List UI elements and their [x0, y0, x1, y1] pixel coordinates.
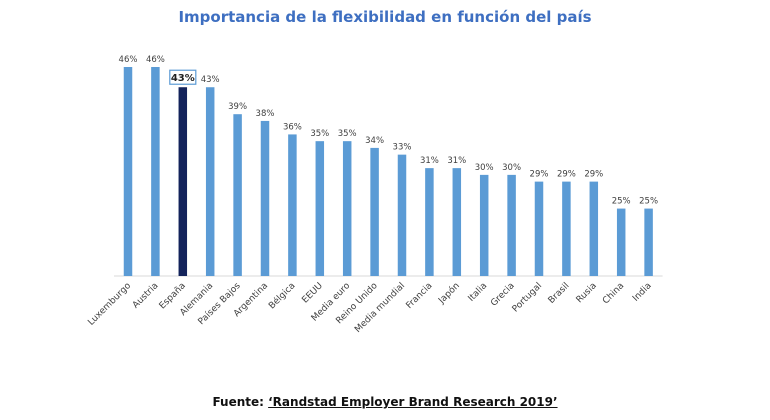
source-prefix: Fuente:: [212, 395, 269, 409]
category-label: EEUU: [300, 281, 324, 305]
source-name: ‘Randstad Employer Brand Research 2019’: [268, 395, 558, 409]
bar-austria: [151, 67, 160, 276]
category-label: India: [631, 281, 654, 304]
category-label: Francia: [405, 281, 435, 311]
category-label: Portugal: [511, 281, 544, 314]
bar-eeuu: [315, 141, 325, 276]
data-label: 36%: [283, 122, 302, 132]
data-label: 31%: [420, 156, 439, 166]
bar-países-bajos: [233, 114, 242, 277]
data-label: 29%: [530, 170, 549, 180]
bar-china: [616, 208, 626, 276]
category-label: Luxemburgo: [86, 281, 133, 328]
data-label: 35%: [338, 129, 357, 139]
category-label: Rusia: [575, 281, 599, 305]
chart-title: Importancia de la flexibilidad en funció…: [178, 8, 592, 26]
category-label: Media mundial: [353, 281, 407, 335]
data-label: 34%: [365, 136, 384, 146]
data-label: 33%: [393, 143, 412, 153]
category-label: Italia: [467, 281, 490, 304]
category-label: China: [601, 281, 626, 306]
bar-francia: [425, 168, 434, 276]
category-label: Bélgica: [266, 280, 297, 311]
bar-media-mundial: [397, 154, 407, 276]
data-label: 43%: [171, 73, 195, 84]
data-label: 46%: [146, 55, 165, 65]
bar-españa: [178, 87, 188, 277]
data-label: 39%: [228, 102, 247, 112]
data-label: 31%: [447, 156, 466, 166]
data-label: 43%: [201, 75, 220, 85]
data-label: 30%: [502, 163, 521, 173]
bar-italia: [479, 174, 489, 276]
data-label: 46%: [119, 55, 138, 65]
bar-japón: [452, 168, 462, 276]
data-label: 25%: [639, 197, 658, 207]
category-label: Japón: [436, 280, 462, 306]
source-note: Fuente: ‘Randstad Employer Brand Researc…: [0, 395, 770, 409]
bar-bélgica: [288, 134, 297, 276]
bar-argentina: [260, 120, 270, 276]
bar-alemania: [205, 87, 215, 277]
highlight-label-box: [169, 69, 197, 85]
category-label: Austria: [131, 281, 161, 311]
data-label: 35%: [310, 129, 329, 139]
data-label: 25%: [612, 197, 631, 207]
bar-media-euro: [342, 141, 352, 276]
bar-grecia: [507, 174, 516, 276]
bar-reino-unido: [370, 147, 379, 276]
bar-portugal: [534, 181, 544, 276]
category-label: Brasil: [547, 281, 572, 306]
bar-brasil: [562, 181, 571, 276]
bar-luxemburgo: [123, 67, 133, 276]
data-label: 29%: [584, 170, 603, 180]
data-label: 30%: [475, 163, 494, 173]
data-label: 29%: [557, 170, 576, 180]
bar-rusia: [589, 181, 599, 276]
data-label: 38%: [256, 109, 275, 119]
bar-india: [644, 208, 653, 276]
